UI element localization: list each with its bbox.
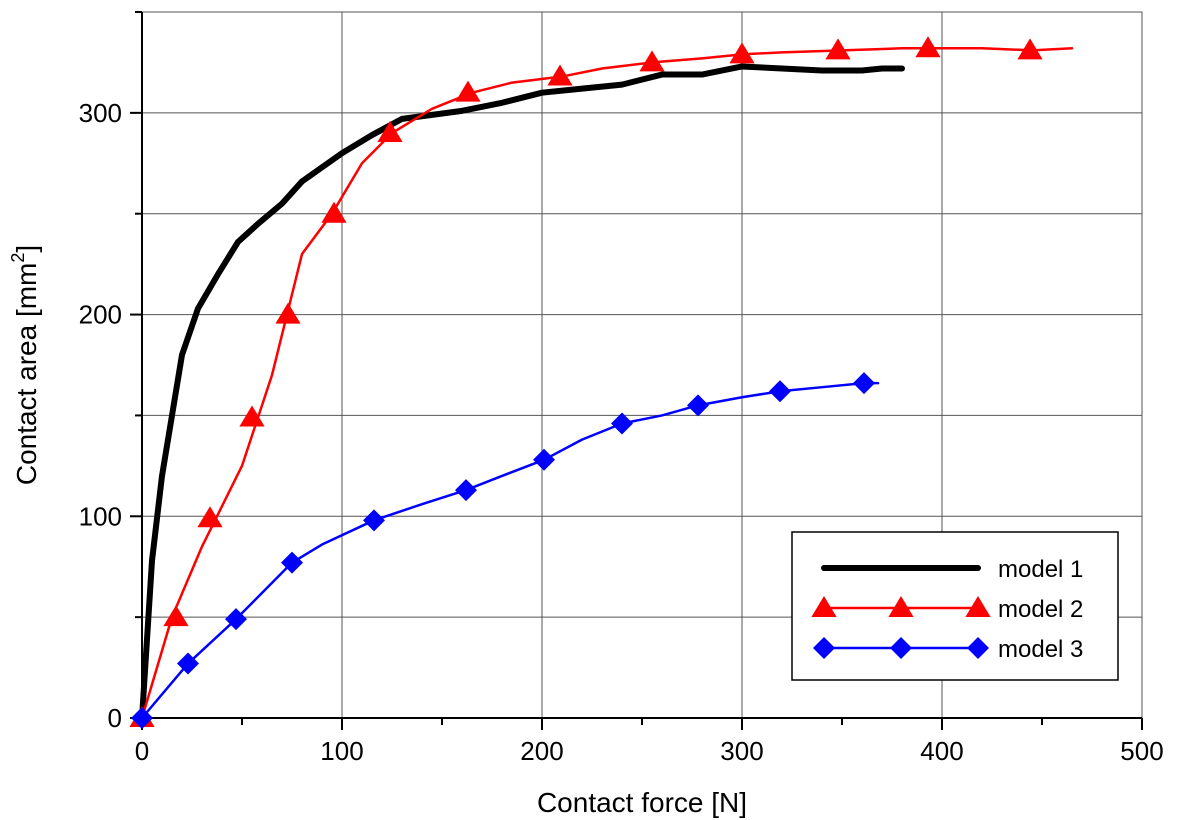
series-marker-2 (455, 80, 481, 102)
series-marker-2 (377, 121, 403, 143)
y-axis-label: Contact area [mm2] (8, 245, 42, 485)
x-axis-label: Contact force [N] (537, 787, 747, 818)
series-marker-3 (131, 707, 153, 729)
series-marker-2 (321, 201, 347, 223)
legend-label-1: model 1 (998, 556, 1083, 583)
legend-box (791, 531, 1119, 681)
y-axis-label-main: Contact area [mm (11, 263, 42, 486)
series-marker-2 (547, 64, 573, 86)
series-marker-3 (769, 380, 791, 403)
legend-marker-2 (888, 596, 914, 617)
series-marker-2 (915, 36, 941, 58)
x-tick-label: 100 (320, 736, 363, 766)
series-marker-3 (225, 608, 247, 631)
series-marker-3 (687, 394, 709, 417)
series-marker-3 (281, 551, 303, 574)
legend-marker-2 (811, 596, 837, 617)
series-marker-2 (239, 405, 265, 427)
series-marker-3 (363, 509, 385, 532)
series-marker-3 (533, 448, 555, 471)
series-marker-3 (611, 412, 633, 435)
series-marker-2 (639, 50, 665, 72)
series-marker-2 (729, 42, 755, 64)
legend-marker-3 (813, 637, 835, 659)
plot-markers (129, 36, 1043, 729)
legend-marker-3 (890, 637, 912, 659)
legend: model 1 model 2 model 3 (791, 531, 1119, 681)
legend-label-3: model 3 (998, 636, 1083, 663)
series-marker-3 (455, 479, 477, 502)
y-tick-label: 100 (79, 501, 122, 531)
axes: 0 100 200 300 0 100 200 300 400 500 (79, 11, 1164, 766)
y-tick-label: 0 (108, 703, 122, 733)
y-tick-label: 300 (79, 98, 122, 128)
series-marker-2 (163, 605, 189, 627)
x-tick-label: 500 (1120, 736, 1163, 766)
x-tick-label: 200 (520, 736, 563, 766)
x-tick-label: 400 (920, 736, 963, 766)
x-tick-label: 0 (135, 736, 149, 766)
y-axis-label-superscript: 2 (8, 253, 28, 263)
legend-label-2: model 2 (998, 596, 1083, 623)
series-marker-3 (177, 652, 199, 675)
series-marker-2 (825, 38, 851, 60)
legend-marker-2 (965, 596, 991, 617)
y-axis-label-close: ] (11, 245, 42, 253)
series-marker-2 (1017, 38, 1043, 60)
series-marker-3 (853, 372, 875, 395)
series-marker-2 (197, 506, 223, 528)
x-tick-label: 300 (720, 736, 763, 766)
y-tick-label: 200 (79, 300, 122, 330)
legend-marker-3 (967, 637, 989, 659)
series-marker-2 (275, 302, 301, 324)
series-line-2 (140, 47, 1074, 720)
